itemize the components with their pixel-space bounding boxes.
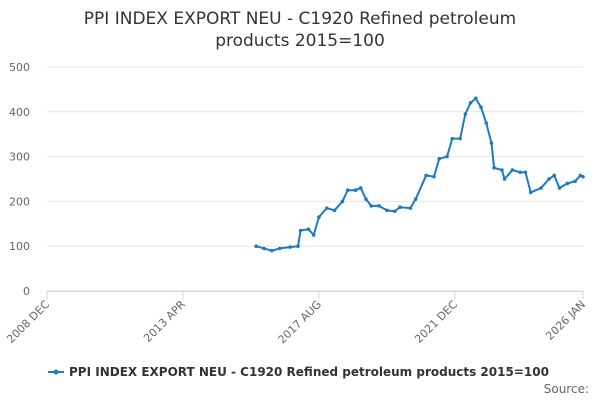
point — [479, 105, 483, 110]
point — [518, 170, 523, 175]
point — [398, 205, 402, 210]
point — [270, 248, 274, 253]
point — [288, 245, 292, 249]
point — [437, 157, 441, 161]
point — [573, 179, 577, 184]
point — [581, 174, 585, 179]
point — [565, 181, 570, 186]
point — [432, 174, 436, 179]
x-tick-label: 2021 DEC — [412, 298, 460, 346]
series-line — [255, 96, 584, 252]
point — [474, 96, 478, 101]
point — [345, 188, 350, 192]
point — [500, 168, 504, 172]
x-tick-label: 2013 APR — [141, 298, 188, 345]
y-tick-label: 400 — [9, 106, 30, 119]
point — [311, 233, 316, 237]
point — [450, 136, 455, 141]
x-tick-label: 2026 JAN — [543, 298, 588, 343]
x-tick-label: 2017 AUG — [276, 298, 325, 347]
point — [539, 186, 543, 190]
point — [364, 197, 368, 201]
point — [523, 170, 528, 175]
point — [528, 190, 533, 195]
legend-label: PPI INDEX EXPORT NEU - C1920 Refined pet… — [69, 365, 549, 379]
point — [369, 204, 374, 208]
point — [306, 227, 311, 231]
point — [317, 215, 321, 219]
legend-marker — [53, 369, 59, 375]
source: Source: — [544, 382, 589, 396]
chart-title: PPI INDEX EXPORT NEU - C1920 Refined pet… — [83, 9, 517, 51]
point — [502, 177, 507, 181]
point — [385, 208, 389, 213]
point — [510, 168, 515, 172]
y-tick-label: 0 — [23, 285, 30, 298]
point — [552, 173, 557, 178]
point — [392, 209, 397, 214]
point — [277, 246, 282, 251]
point — [492, 166, 496, 170]
point — [262, 246, 266, 251]
y-tick-label: 200 — [9, 195, 30, 208]
y-tick-label: 300 — [9, 151, 30, 164]
x-tick-label: 2008 DEC — [4, 298, 52, 346]
point — [377, 204, 381, 208]
point — [358, 186, 363, 190]
point — [458, 136, 462, 141]
point — [298, 228, 303, 233]
point — [332, 208, 337, 213]
y-tick-label: 100 — [9, 240, 30, 253]
point — [296, 244, 300, 248]
y-tick-label: 500 — [9, 61, 30, 74]
point — [413, 197, 418, 201]
point — [254, 244, 258, 248]
point — [468, 101, 473, 105]
point — [424, 173, 428, 178]
point — [484, 121, 489, 125]
point — [353, 188, 358, 192]
point — [489, 141, 494, 145]
point — [463, 112, 468, 116]
point — [340, 199, 345, 204]
point — [557, 186, 562, 190]
point — [547, 177, 551, 181]
point — [324, 206, 329, 210]
point — [408, 206, 413, 210]
point — [445, 154, 449, 159]
